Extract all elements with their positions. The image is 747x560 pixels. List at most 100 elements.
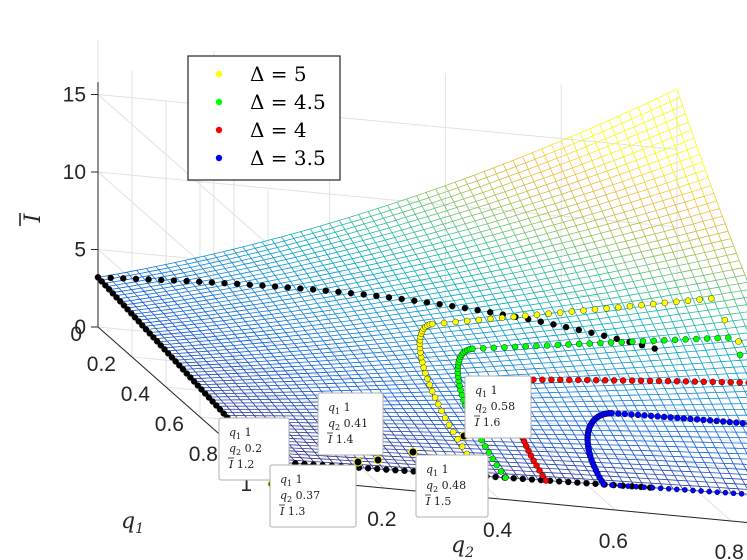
surface-mesh-line — [270, 326, 274, 331]
surface-mesh-line — [391, 283, 402, 287]
surface-mesh-line — [130, 300, 134, 304]
surface-mesh-line — [672, 105, 683, 111]
surface-mesh-line — [560, 360, 571, 363]
surface-mesh-line — [230, 366, 235, 371]
surface-mesh-line — [449, 212, 460, 217]
surface-mesh-line — [322, 311, 326, 316]
surface-mesh-line — [341, 221, 352, 226]
surface-mesh-line — [246, 309, 250, 314]
surface-mesh-line — [354, 309, 365, 312]
surface-mesh-line — [345, 296, 356, 300]
surface-mesh-line — [258, 249, 268, 253]
surface-mesh-line — [575, 465, 585, 467]
surface-mesh-line — [208, 339, 219, 341]
surface-mesh-line — [187, 352, 192, 357]
surface-mesh-line — [236, 347, 247, 350]
surface-mesh-line — [228, 258, 233, 263]
surface-mesh-line — [348, 374, 359, 376]
surface-mesh-line — [257, 323, 262, 328]
surface-mesh-line — [617, 218, 628, 222]
surface-mesh-line — [628, 477, 639, 479]
surface-mesh-line — [341, 350, 352, 352]
surface-mesh-line — [206, 324, 217, 327]
surface-mesh-line — [570, 209, 581, 214]
surface-mesh-line — [499, 324, 510, 327]
surface-mesh-line — [314, 357, 319, 362]
surface-mesh-line — [525, 158, 536, 164]
surface-mesh-line — [184, 323, 195, 326]
surface-mesh-line — [428, 443, 432, 448]
surface-mesh-line — [151, 272, 162, 276]
surface-mesh-line — [485, 258, 495, 262]
surface-mesh-line — [210, 353, 220, 355]
surface-mesh-line — [544, 151, 555, 156]
surface-mesh-line — [680, 484, 690, 487]
surface-mesh-line — [735, 483, 745, 485]
surface-mesh-line — [296, 408, 301, 413]
surface-mesh-line — [170, 271, 175, 275]
surface-mesh-line — [542, 471, 552, 474]
surface-mesh-line — [490, 325, 500, 328]
surface-mesh-line — [206, 326, 211, 330]
surface-mesh-line — [407, 453, 412, 458]
surface-mesh-line — [704, 368, 715, 370]
surface-mesh-line — [297, 398, 302, 403]
surface-mesh-line — [269, 267, 273, 272]
surface-mesh-line — [181, 355, 192, 357]
surface-mesh-line — [516, 353, 527, 356]
surface-mesh-line — [165, 291, 170, 295]
surface-mesh-line — [505, 234, 516, 239]
surface-mesh-line — [254, 382, 259, 387]
surface-mesh-line — [293, 438, 297, 443]
surface-mesh-line — [221, 367, 225, 371]
surface-mesh-line — [637, 372, 647, 374]
surface-mesh-line — [572, 460, 582, 463]
surface-mesh-line — [310, 337, 314, 343]
surface-mesh-line — [463, 195, 474, 200]
surface-mesh-line — [117, 271, 128, 275]
surface-mesh-line — [442, 279, 453, 282]
surface-mesh-line — [329, 459, 334, 464]
surface-mesh-line — [285, 256, 296, 260]
surface-mesh-line — [404, 231, 415, 236]
surface-mesh-line — [609, 115, 620, 121]
surface-mesh-line — [667, 88, 678, 94]
surface-mesh-line — [335, 342, 346, 345]
surface-mesh-line — [224, 308, 228, 313]
surface-mesh-line — [592, 210, 603, 215]
surface-mesh-line — [409, 404, 414, 409]
surface-mesh-line — [347, 230, 358, 235]
surface-mesh-line — [702, 218, 713, 222]
surface-mesh-line — [543, 459, 554, 461]
surface-mesh-line — [626, 472, 636, 474]
surface-mesh-line — [146, 294, 150, 298]
surface-mesh-line — [204, 253, 214, 257]
surface-mesh-line — [296, 441, 300, 446]
surface-mesh-line — [277, 244, 288, 248]
surface-mesh-line — [281, 236, 285, 242]
surface-mesh-line — [238, 297, 248, 300]
surface-mesh-line — [392, 445, 397, 450]
surface-mesh-line — [266, 333, 277, 336]
surface-mesh-line — [206, 360, 216, 362]
surface-mesh-line — [261, 313, 272, 317]
surface-mesh-line — [451, 236, 462, 241]
surface-mesh-line — [175, 324, 185, 327]
surface-mesh-line — [274, 345, 279, 350]
surface-mesh-line — [498, 243, 509, 247]
surface-mesh-line — [358, 374, 362, 379]
surface-mesh-line — [276, 259, 286, 263]
surface-mesh-line — [127, 297, 131, 301]
surface-mesh-line — [406, 195, 417, 200]
surface-mesh-line — [196, 272, 206, 275]
surface-mesh-line — [370, 377, 375, 382]
surface-mesh-line — [160, 284, 164, 289]
surface-mesh-line — [140, 287, 145, 292]
surface-mesh-line — [141, 276, 146, 281]
surface-mesh-line — [614, 367, 625, 370]
surface-mesh-line — [500, 203, 511, 207]
surface-mesh-line — [205, 361, 210, 365]
surface-mesh-line — [223, 320, 227, 325]
surface-mesh-line — [230, 275, 234, 280]
surface-mesh-line — [604, 328, 615, 331]
